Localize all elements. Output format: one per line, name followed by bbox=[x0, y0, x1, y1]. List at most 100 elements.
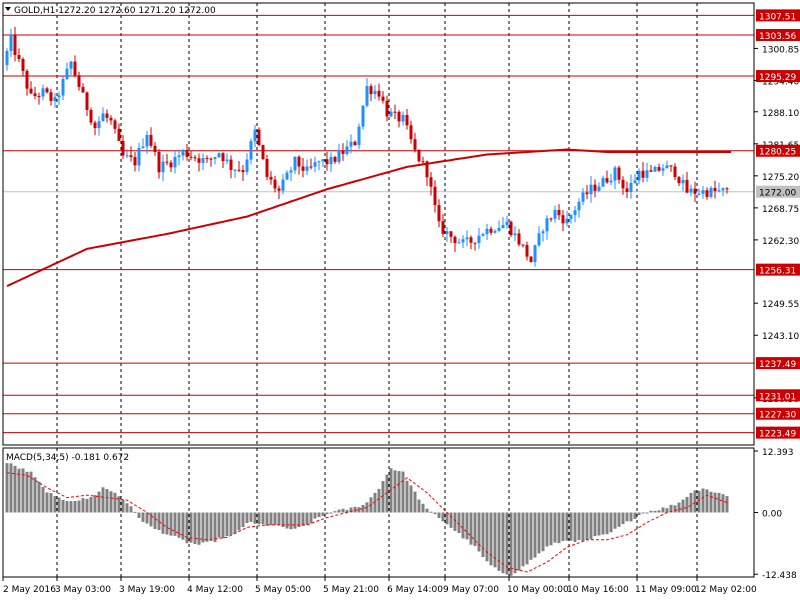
macd-bar bbox=[541, 512, 545, 552]
macd-bar bbox=[213, 512, 217, 543]
level-label-bg bbox=[756, 426, 800, 439]
macd-bar bbox=[361, 504, 365, 513]
macd-bar bbox=[433, 512, 437, 515]
candle-body bbox=[257, 129, 261, 146]
candle-body bbox=[421, 161, 425, 163]
candle-body bbox=[709, 187, 713, 197]
macd-bar bbox=[357, 507, 361, 513]
candle-body bbox=[81, 87, 85, 93]
candle-body bbox=[725, 188, 729, 190]
macd-bar bbox=[317, 512, 321, 518]
time-label: 10 May 00:00 bbox=[507, 585, 569, 595]
candle-body bbox=[69, 61, 73, 69]
macd-bar bbox=[401, 471, 405, 513]
macd-bar bbox=[229, 512, 233, 535]
macd-bar bbox=[469, 512, 473, 545]
candle-body bbox=[293, 156, 297, 171]
candle-body bbox=[253, 129, 257, 142]
candle-body bbox=[545, 218, 549, 232]
candle-body bbox=[361, 105, 365, 127]
level-label-bg bbox=[756, 28, 800, 41]
candle-body bbox=[561, 215, 565, 224]
candle-body bbox=[97, 121, 101, 129]
macd-bar bbox=[657, 510, 661, 513]
moving-average-line bbox=[6, 148, 731, 288]
candle-body bbox=[613, 167, 617, 181]
candle-body bbox=[113, 120, 117, 129]
macd-bar bbox=[549, 512, 553, 546]
candle-body bbox=[649, 170, 653, 172]
time-grid bbox=[56, 3, 698, 577]
candle-body bbox=[557, 209, 561, 216]
candle-body bbox=[49, 92, 53, 102]
macd-bar bbox=[305, 512, 309, 525]
candle-body bbox=[665, 165, 669, 169]
candle-body bbox=[209, 158, 213, 160]
level-label: 1295.29 bbox=[759, 73, 796, 83]
level-label: 1256.31 bbox=[759, 267, 796, 277]
macd-bar bbox=[685, 496, 689, 513]
macd-bar bbox=[445, 512, 449, 525]
macd-bar bbox=[137, 512, 141, 518]
price-tick-label: 1249.55 bbox=[762, 300, 799, 310]
macd-axis-label: 0.00 bbox=[762, 510, 782, 520]
candle-body bbox=[433, 186, 437, 206]
candle-body bbox=[249, 141, 253, 160]
candle-body bbox=[577, 201, 581, 211]
candle-body bbox=[197, 158, 201, 163]
candle-body bbox=[377, 90, 381, 97]
macd-bar bbox=[453, 512, 457, 531]
macd-bar bbox=[145, 512, 149, 524]
candle-body bbox=[425, 161, 429, 178]
candle-body bbox=[29, 88, 33, 94]
macd-bar bbox=[649, 510, 653, 513]
candle-body bbox=[645, 170, 649, 178]
time-label: 5 May 05:00 bbox=[255, 585, 311, 595]
macd-bar bbox=[573, 512, 577, 543]
candle-body bbox=[301, 166, 305, 171]
candle-body bbox=[129, 155, 133, 158]
candle-body bbox=[633, 180, 637, 183]
candle-body bbox=[689, 188, 693, 193]
candle-body bbox=[409, 125, 413, 140]
candle-body bbox=[269, 176, 273, 180]
candle-body bbox=[177, 155, 181, 158]
candle-body bbox=[661, 168, 665, 171]
current-price-label: 1272.00 bbox=[759, 189, 796, 199]
macd-bar bbox=[645, 512, 649, 514]
macd-bar bbox=[381, 481, 385, 513]
time-label: 9 May 07:00 bbox=[443, 585, 499, 595]
candle-body bbox=[73, 61, 77, 76]
macd-bar bbox=[345, 509, 349, 513]
macd-bar bbox=[217, 512, 221, 538]
macd-bar bbox=[461, 512, 465, 539]
candle-body bbox=[485, 228, 489, 235]
macd-bar bbox=[165, 512, 169, 535]
macd-bar bbox=[609, 512, 613, 533]
macd-bar bbox=[353, 506, 357, 513]
candle-body bbox=[217, 153, 221, 157]
candle-body bbox=[341, 150, 345, 154]
macd-bar bbox=[21, 468, 25, 513]
candle-body bbox=[701, 190, 705, 194]
level-label-bg bbox=[756, 144, 800, 157]
candle-body bbox=[233, 169, 237, 171]
macd-bar bbox=[629, 512, 633, 522]
candle-body bbox=[405, 115, 409, 126]
macd-bar bbox=[209, 512, 213, 542]
macd-bar bbox=[241, 512, 245, 527]
time-label: 5 May 21:00 bbox=[323, 585, 379, 595]
macd-bar bbox=[585, 512, 589, 540]
macd-bar bbox=[109, 491, 113, 513]
candle-body bbox=[713, 187, 717, 191]
candle-body bbox=[65, 68, 69, 79]
candle-body bbox=[521, 244, 525, 246]
candle-body bbox=[473, 242, 477, 244]
candle-body bbox=[585, 192, 589, 195]
candle-body bbox=[669, 165, 673, 167]
level-label: 1231.01 bbox=[759, 392, 796, 402]
candle-body bbox=[357, 126, 361, 146]
macd-bar bbox=[13, 465, 17, 513]
price-tick-label: 1275.20 bbox=[762, 173, 799, 183]
candle-body bbox=[673, 166, 677, 178]
